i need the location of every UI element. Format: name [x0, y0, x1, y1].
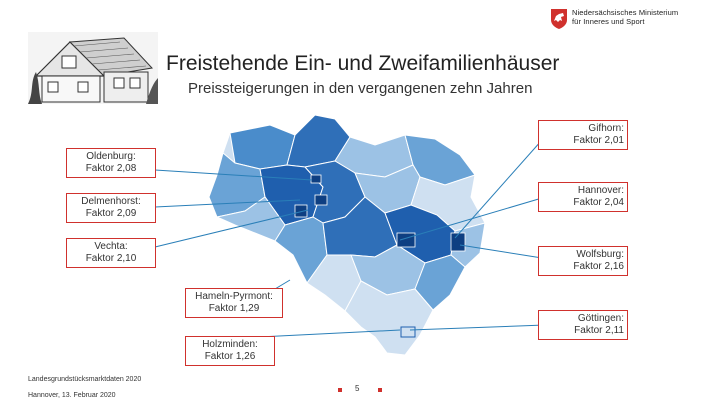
- page-marker-right: [378, 388, 382, 392]
- callout-vechta: Vechta: Faktor 2,10: [66, 238, 156, 268]
- callout-hannover-factor: Faktor 2,04: [573, 197, 624, 208]
- callout-gifhorn: Gifhorn: Faktor 2,01: [538, 120, 628, 150]
- page-title: Freistehende Ein- und Zweifamilienhäuser: [166, 52, 560, 75]
- ministry-line-2: für Inneres und Sport: [572, 17, 645, 26]
- ministry-name: Niedersächsisches Ministerium für Innere…: [572, 8, 678, 26]
- lower-saxony-map: [208, 114, 486, 356]
- callout-oldenburg: Oldenburg: Faktor 2,08: [66, 148, 156, 178]
- callout-oldenburg-factor: Faktor 2,08: [85, 163, 137, 174]
- footer-date: Hannover, 13. Februar 2020: [28, 392, 116, 399]
- callout-hannover-name: Hannover:: [577, 185, 624, 196]
- callout-delmenhorst-factor: Faktor 2,09: [85, 208, 137, 219]
- callout-wolfsburg: Wolfsburg: Faktor 2,16: [538, 246, 628, 276]
- callout-hannover: Hannover: Faktor 2,04: [538, 182, 628, 212]
- callout-delmenhorst: Delmenhorst: Faktor 2,09: [66, 193, 156, 223]
- callout-gifhorn-name: Gifhorn:: [588, 123, 624, 134]
- callout-goettingen-factor: Faktor 2,11: [574, 325, 624, 336]
- callout-goettingen: Göttingen: Faktor 2,11: [538, 310, 628, 340]
- ministry-line-1: Niedersächsisches Ministerium: [572, 8, 679, 17]
- callout-oldenburg-name: Oldenburg:: [86, 151, 136, 162]
- callout-holzminden-name: Holzminden:: [202, 339, 258, 350]
- callout-hameln-pyrmont: Hameln-Pyrmont: Faktor 1,29: [185, 288, 283, 318]
- page-marker-left: [338, 388, 342, 392]
- callout-holzminden-factor: Faktor 1,26: [204, 351, 256, 362]
- ministry-logo: Niedersächsisches Ministerium für Innere…: [548, 8, 698, 32]
- callout-wolfsburg-name: Wolfsburg:: [576, 249, 624, 260]
- callout-holzminden: Holzminden: Faktor 1,26: [185, 336, 275, 366]
- callout-goettingen-name: Göttingen:: [577, 313, 624, 324]
- callout-wolfsburg-factor: Faktor 2,16: [573, 261, 624, 272]
- page-number: 5: [355, 384, 360, 393]
- callout-hameln-name: Hameln-Pyrmont:: [195, 291, 273, 302]
- house-sketch-image: [28, 32, 158, 104]
- lower-saxony-crest-icon: [551, 9, 567, 29]
- callout-delmenhorst-name: Delmenhorst:: [81, 196, 141, 207]
- page-subtitle: Preissteigerungen in den vergangenen zeh…: [188, 80, 533, 97]
- callout-gifhorn-factor: Faktor 2,01: [573, 135, 624, 146]
- footer-source: Landesgrundstücksmarktdaten 2020: [28, 376, 142, 383]
- callout-vechta-name: Vechta:: [94, 241, 128, 252]
- callout-vechta-factor: Faktor 2,10: [85, 253, 137, 264]
- callout-hameln-factor: Faktor 1,29: [208, 303, 260, 314]
